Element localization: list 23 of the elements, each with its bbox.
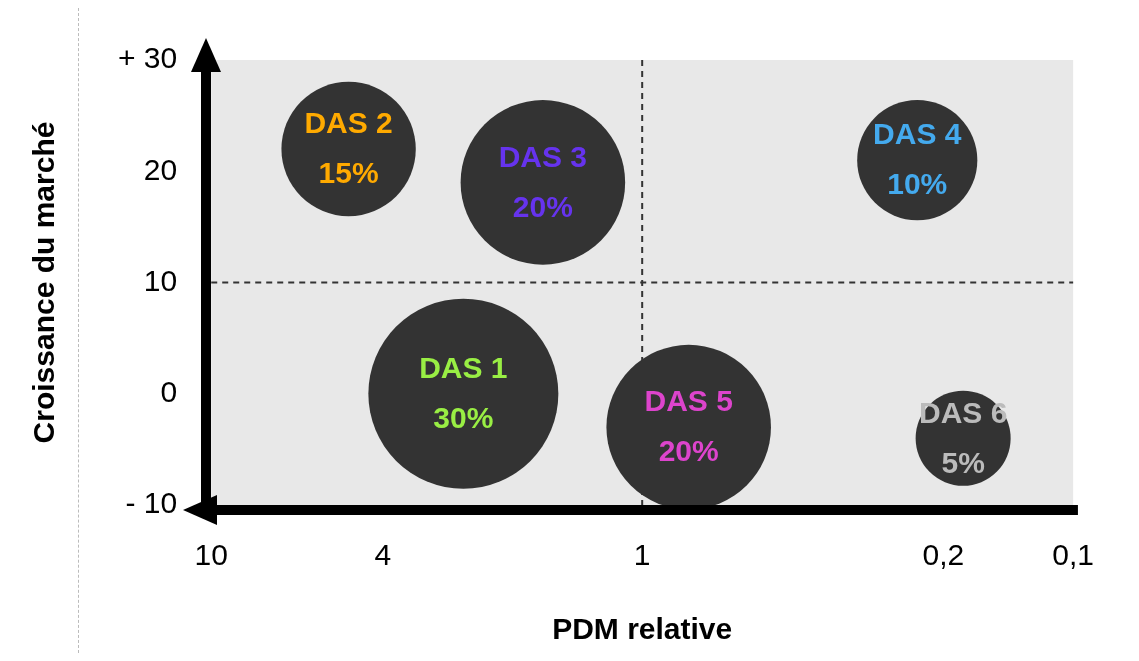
series-label: DAS 4 [873, 117, 962, 151]
x-tick-label: 0,2 [922, 538, 965, 572]
annotation: 15% [318, 156, 379, 190]
annotation: 20% [512, 189, 573, 223]
y-tick-label: 20 [143, 152, 178, 186]
annotation: 30% [433, 401, 494, 435]
series-label: DAS 3 [498, 139, 588, 173]
y-tick-label: + 30 [117, 41, 178, 75]
x-tick-label: 0,1 [1052, 538, 1095, 572]
y-tick-label: 10 [143, 263, 178, 297]
x-tick-label: 1 [633, 538, 651, 572]
annotation: 5% [941, 445, 985, 479]
y-tick-label: 0 [160, 375, 178, 409]
y-tick-label: - 10 [125, 486, 178, 520]
series-label: DAS 5 [644, 384, 733, 418]
annotation: 10% [887, 167, 948, 201]
annotation: 20% [658, 434, 719, 468]
y-axis-title: Croissance du marché [27, 121, 61, 444]
x-tick-label: 10 [194, 538, 228, 572]
x-tick-label: 4 [374, 538, 392, 572]
x-axis-title: PDM relative [552, 612, 733, 646]
series-label: DAS 2 [304, 106, 393, 140]
series-label: DAS 1 [419, 351, 508, 385]
